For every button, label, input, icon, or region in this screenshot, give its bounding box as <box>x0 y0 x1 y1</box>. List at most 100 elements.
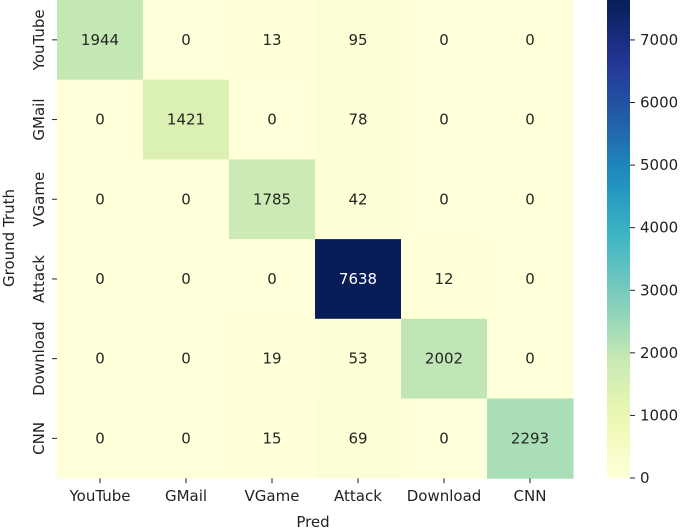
heatmap-cell <box>487 239 574 320</box>
heatmap-cell <box>143 318 230 399</box>
cell-value-label: 42 <box>348 190 367 208</box>
cell-value-label: 0 <box>181 350 191 368</box>
colorbar-tick-label: 1000 <box>640 406 678 424</box>
cell-value-label: 69 <box>348 429 367 447</box>
y-tick-label: Attack <box>30 255 48 303</box>
colorbar-ticks: 0 1000 2000 3000 4000 5000 6000 7000 <box>630 31 678 487</box>
heatmap-cell <box>315 398 402 479</box>
heatmap-cell <box>229 318 316 399</box>
cell-value-label: 0 <box>439 111 449 129</box>
cell-value-label: 0 <box>267 111 277 129</box>
cell-value-label: 1785 <box>253 190 291 208</box>
y-axis-label: Ground Truth <box>0 189 18 287</box>
cell-value-label: 0 <box>181 270 191 288</box>
heatmap-cell <box>229 159 316 240</box>
cell-value-label: 13 <box>262 31 281 49</box>
cell-value-label: 1944 <box>81 31 119 49</box>
cell-value-label: 2002 <box>425 350 463 368</box>
x-axis-label: Pred <box>296 513 329 530</box>
cell-value-label: 0 <box>525 111 535 129</box>
cell-value-label: 19 <box>262 350 281 368</box>
cell-value-label: 0 <box>439 31 449 49</box>
cell-value-label: 95 <box>348 31 367 49</box>
x-tick-label: CNN <box>514 487 547 505</box>
heatmap-cell <box>57 79 144 160</box>
cell-value-label: 0 <box>525 350 535 368</box>
heatmap-cell <box>143 398 230 479</box>
heatmap-cell <box>229 398 316 479</box>
y-tick-label: GMail <box>30 99 48 141</box>
heatmap-cell <box>401 318 488 399</box>
heatmap-cell <box>487 79 574 160</box>
colorbar-tick-label: 4000 <box>640 219 678 237</box>
cell-value-label: 0 <box>95 350 105 368</box>
heatmap-cell <box>57 159 144 240</box>
heatmap-cell <box>315 318 402 399</box>
x-tick-label: Attack <box>334 487 382 505</box>
x-tick-label: YouTube <box>69 487 131 505</box>
heatmap-cell <box>229 0 316 81</box>
cell-value-label: 1421 <box>167 111 205 129</box>
colorbar-tick-label: 7000 <box>640 31 678 49</box>
colorbar <box>607 0 630 478</box>
heatmap-cell <box>315 0 402 81</box>
heatmap-cell <box>487 159 574 240</box>
heatmap-cell <box>315 159 402 240</box>
colorbar-tick-label: 0 <box>640 469 650 487</box>
colorbar-tick-label: 3000 <box>640 281 678 299</box>
heatmap-cell <box>143 0 230 81</box>
cell-value-label: 0 <box>439 429 449 447</box>
heatmap-cell <box>57 0 144 81</box>
heatmap-cell <box>229 239 316 320</box>
heatmap-cell <box>57 398 144 479</box>
cell-value-label: 15 <box>262 429 281 447</box>
y-tick-label: YouTube <box>30 9 48 71</box>
cell-value-label: 0 <box>181 31 191 49</box>
cell-value-label: 0 <box>439 190 449 208</box>
cell-value-label: 7638 <box>339 270 377 288</box>
colorbar-tick-label: 2000 <box>640 344 678 362</box>
cell-value-label: 0 <box>95 111 105 129</box>
cell-value-label: 78 <box>348 111 367 129</box>
x-tick-label: GMail <box>165 487 207 505</box>
heatmap-cell <box>401 398 488 479</box>
heatmap-cell <box>57 239 144 320</box>
y-axis-ticks: YouTube GMail VGame Attack Download CNN <box>30 9 57 455</box>
heatmap-cell <box>401 239 488 320</box>
cell-value-label: 0 <box>267 270 277 288</box>
heatmap-cell <box>315 79 402 160</box>
cell-value-label: 2293 <box>511 429 549 447</box>
cell-value-label: 0 <box>95 429 105 447</box>
heatmap-cell <box>143 79 230 160</box>
cell-value-label: 0 <box>525 31 535 49</box>
heatmap-cells: 1944 0 13 95 0 0 0 1421 0 78 0 0 0 0 1785 42 0 0 0 0 0 7638 12… <box>57 0 574 479</box>
heatmap-cell <box>487 398 574 479</box>
heatmap-cell <box>487 0 574 81</box>
heatmap-cell <box>143 239 230 320</box>
heatmap-cell <box>487 318 574 399</box>
y-tick-label: CNN <box>30 422 48 455</box>
heatmap-cell <box>143 159 230 240</box>
cell-value-label: 0 <box>181 190 191 208</box>
cell-value-label: 0 <box>525 270 535 288</box>
cell-value-label: 0 <box>181 429 191 447</box>
x-axis-ticks: YouTube GMail VGame Attack Download CNN <box>69 478 547 505</box>
x-tick-label: Download <box>407 487 482 505</box>
y-tick-label: Download <box>30 321 48 396</box>
heatmap-cell <box>401 79 488 160</box>
heatmap-cell <box>401 159 488 240</box>
heatmap-cell <box>401 0 488 81</box>
colorbar-tick-label: 6000 <box>640 94 678 112</box>
cell-value-label: 53 <box>348 350 367 368</box>
y-tick-label: VGame <box>30 172 48 227</box>
cell-value-label: 0 <box>95 190 105 208</box>
cell-value-label: 12 <box>434 270 453 288</box>
heatmap-cell <box>229 79 316 160</box>
cell-value-label: 0 <box>95 270 105 288</box>
cell-value-label: 0 <box>525 190 535 208</box>
x-tick-label: VGame <box>245 487 300 505</box>
colorbar-tick-label: 5000 <box>640 156 678 174</box>
heatmap-cell <box>315 239 402 320</box>
heatmap-cell <box>57 318 144 399</box>
